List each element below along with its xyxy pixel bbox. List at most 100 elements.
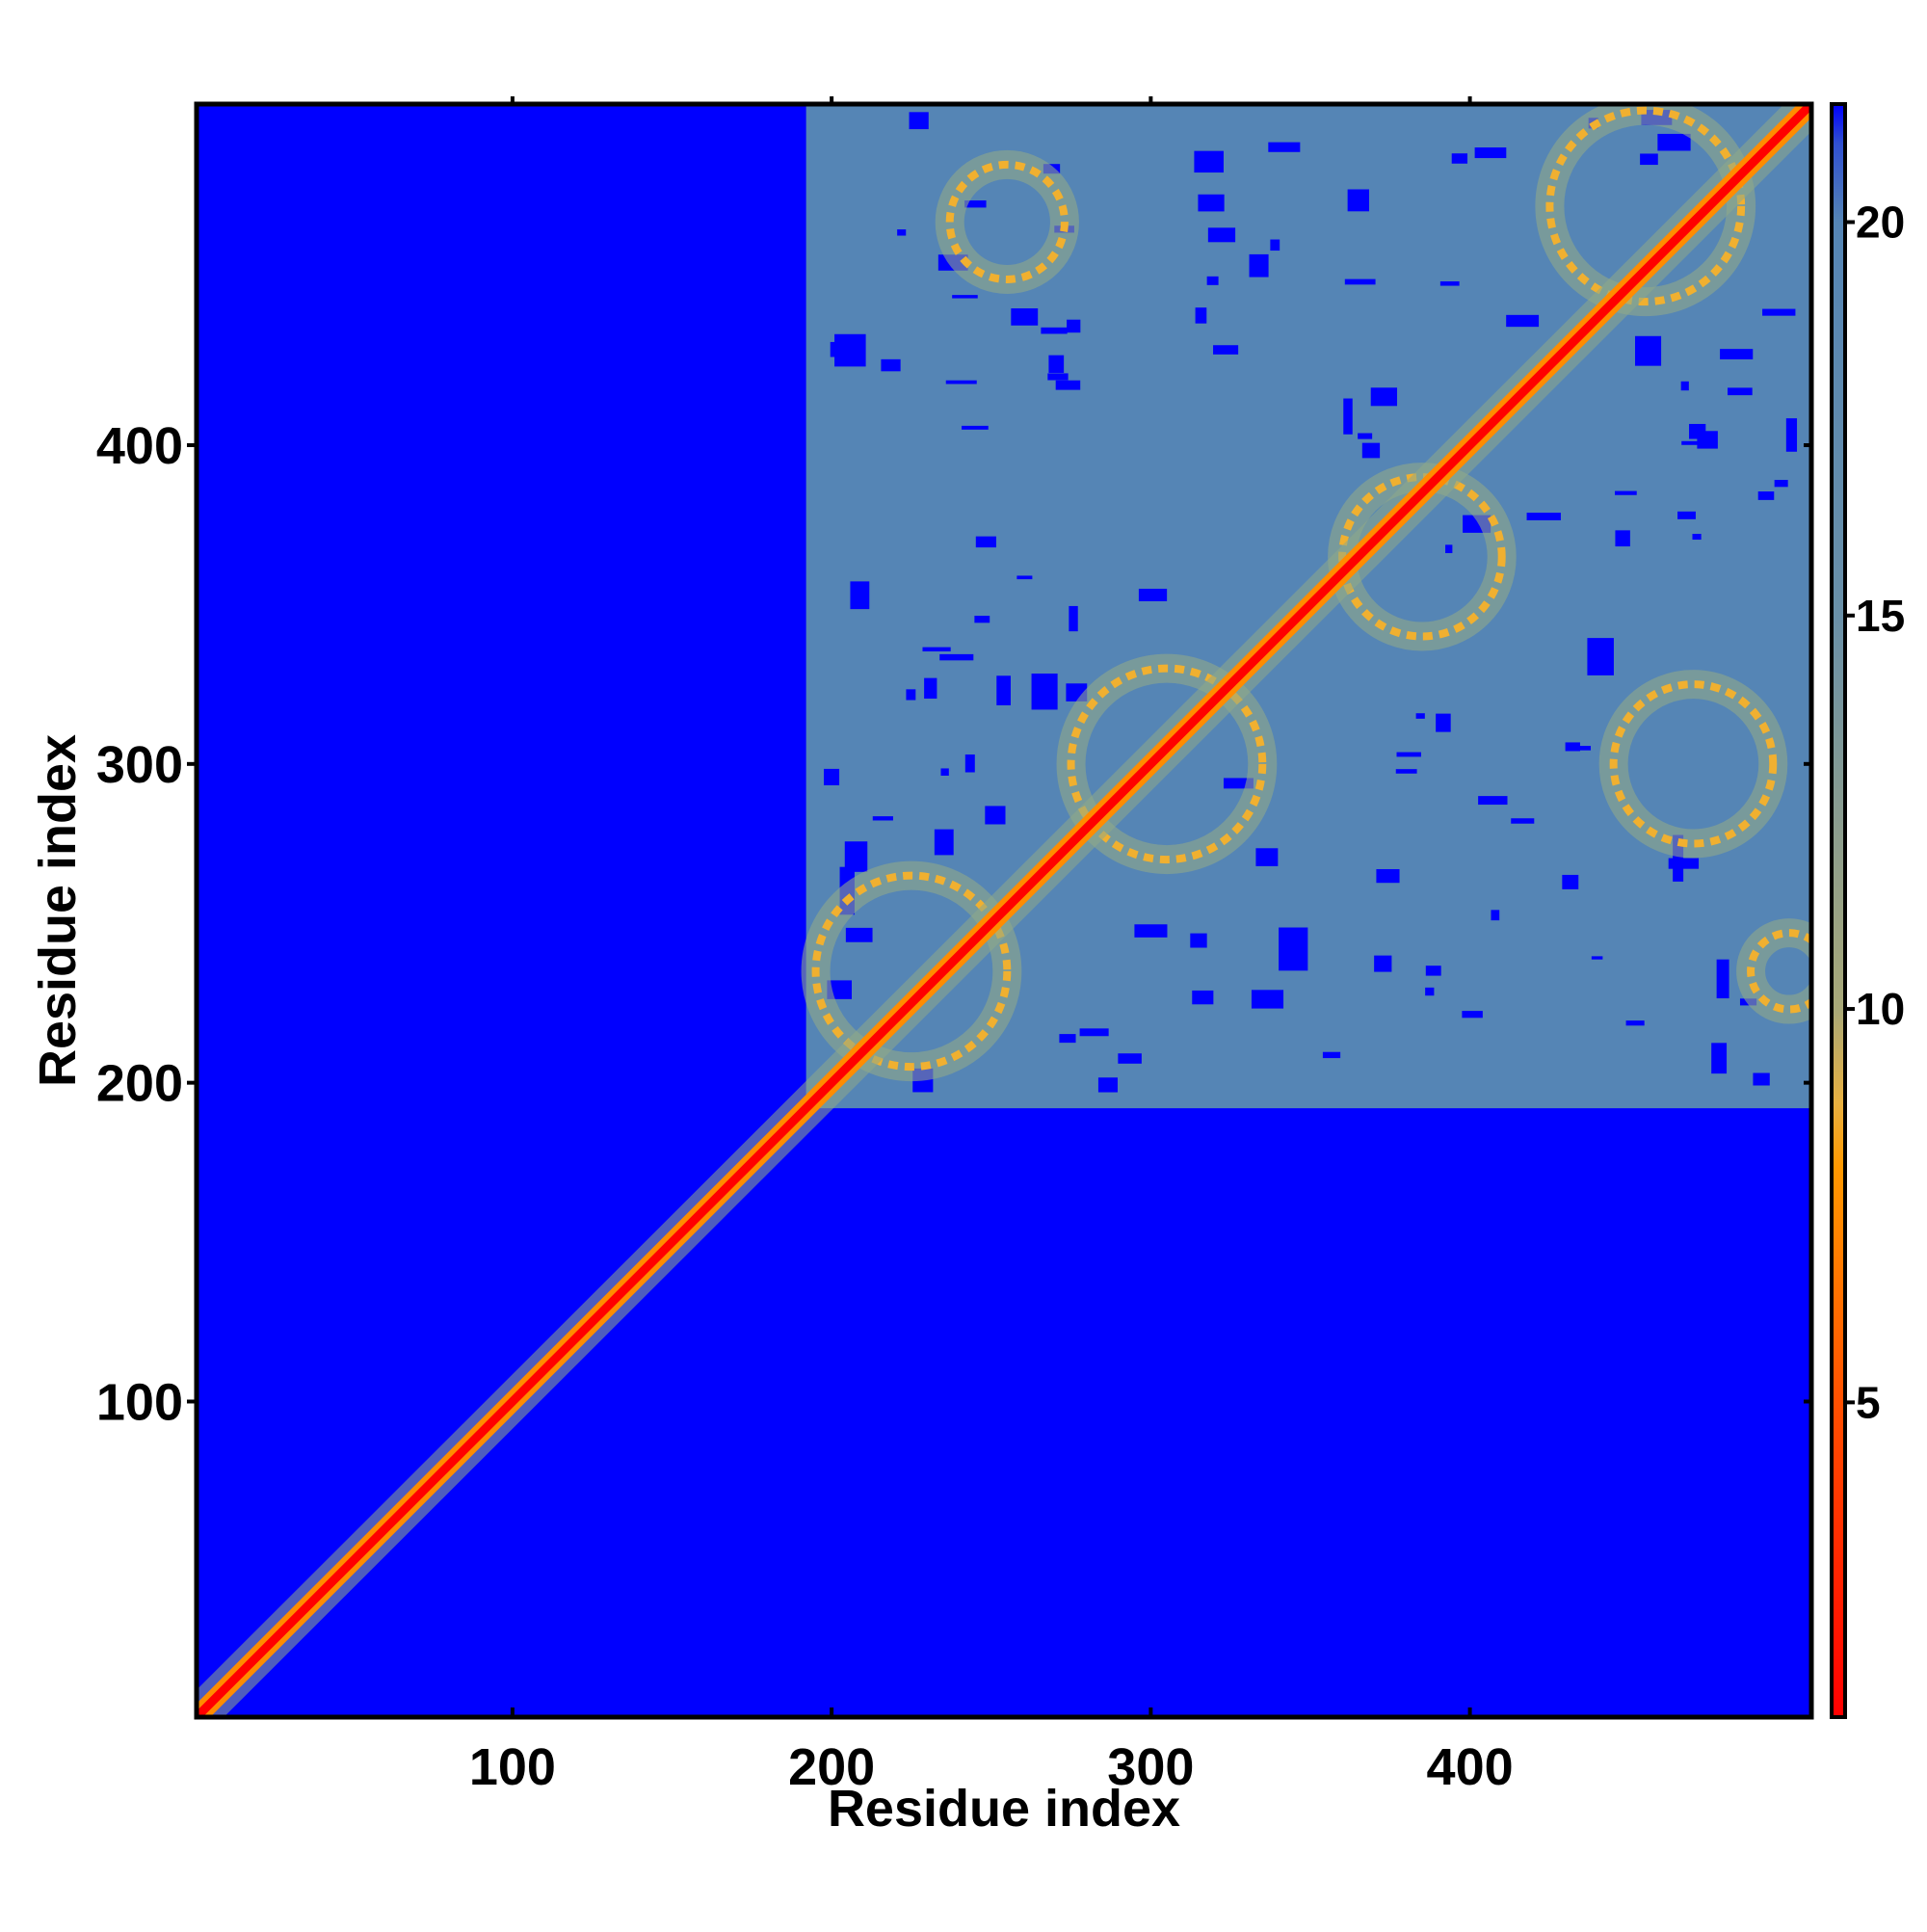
x-tick-label: 200 [788,1738,875,1796]
heatmap-cell [962,425,989,430]
heatmap-cell [1251,990,1284,1009]
heatmap-cell [872,816,893,821]
y-axis: 100 200 300 400 [96,417,1811,1431]
heatmap-cell [1425,966,1441,976]
heatmap-cell [1511,818,1535,824]
heatmap-cell [1445,544,1453,554]
y-tick-label: 100 [96,1373,183,1431]
heatmap-cell [834,333,866,367]
heatmap-cell [1079,1028,1109,1037]
heatmap-cell [974,616,990,623]
heatmap-cell [1689,423,1706,439]
heatmap-cell [964,200,987,208]
colorbar-tick-label: 15 [1856,591,1905,641]
heatmap-cell [1615,530,1630,547]
heatmap-cell [1728,387,1753,396]
heatmap-cell [934,829,954,856]
heatmap-cell [1753,1072,1770,1086]
heatmap-cell [1436,713,1451,732]
colorbar-tick-label: 5 [1856,1377,1881,1427]
heatmap-cell [940,768,949,776]
heatmap-cell [1562,874,1579,889]
heatmap-cell [1134,924,1168,938]
heatmap-cell [897,229,907,236]
x-tick-label: 100 [469,1738,556,1796]
heatmap-cell [985,806,1006,825]
heatmap-cell [1207,227,1236,243]
heatmap-cell [1016,575,1033,580]
contact-loop [811,871,1012,1072]
heatmap-cell [964,754,975,773]
contact-loop [1609,680,1778,848]
heatmap-cell [1198,194,1225,212]
heatmap-cell [824,768,840,785]
contact-loop [1747,929,1811,1014]
heatmap-cell [1223,778,1254,789]
heatmap-cell [1376,868,1400,884]
heatmap-cell [1322,1051,1341,1059]
heatmap-cell [1370,387,1398,407]
heatmap-cells [197,104,1811,1717]
heatmap-cell [1681,440,1708,445]
heatmap-cell [1425,987,1435,996]
heatmap-cell [1591,956,1603,960]
heatmap-cell [1047,373,1069,381]
heatmap-cell [924,677,937,700]
heatmap-cell [952,295,978,299]
heatmap-cell [1573,746,1592,751]
heatmap-cell [1347,189,1370,212]
heatmap-cell [906,689,916,701]
heatmap-cell [1270,239,1280,251]
x-axis-label: Residue index [828,1780,1180,1838]
contact-loop [1545,106,1746,306]
heatmap-cell [1344,278,1376,285]
heatmap-cell [881,358,901,372]
heatmap-cell [1374,955,1392,972]
heatmap-cell [1680,381,1689,391]
heatmap-cell [1785,418,1798,452]
heatmap-cell [1774,480,1788,488]
heatmap-cell [1720,349,1754,359]
colorbar [1830,102,1847,1719]
heatmap-cell [1474,147,1507,159]
heatmap-cell [1192,990,1214,1005]
heatmap-cell [1439,281,1460,286]
heatmap-cell [850,581,870,610]
heatmap-cell [844,841,868,872]
heatmap-cell [1343,398,1353,435]
heatmap-cell [1011,308,1039,326]
heatmap-cell [1213,345,1239,355]
heatmap-cell [1451,153,1468,164]
heatmap-cell [1268,142,1301,152]
heatmap-cell [845,927,873,942]
heatmap-cell [1206,276,1219,285]
heatmap-cell [1059,1034,1076,1044]
heatmap-cell [1118,1053,1142,1064]
heatmap-cell [1625,1020,1645,1026]
heatmap-cell [1587,638,1614,675]
heatmap-cell [1041,327,1068,334]
heatmap-cell [1673,834,1684,882]
heatmap-cell [1668,858,1700,869]
heatmap-cell [1031,674,1058,710]
colorbar-tick-label: 10 [1856,984,1905,1034]
heatmap-cell [1255,848,1279,866]
heatmap-cell [1640,153,1658,166]
heatmap-cell [1396,752,1421,757]
heatmap-cell [1692,534,1702,541]
heatmap-cell [1657,133,1691,151]
heatmap-cell [1565,742,1580,752]
heatmap-cell [1634,335,1662,366]
heatmap-cell [939,653,974,661]
heatmap-cell [1762,308,1796,316]
x-axis: 100 200 300 400 [469,96,1514,1796]
heatmap-cell [1069,605,1078,632]
heatmap-cell [1358,433,1373,439]
heatmap-cell [975,536,996,548]
heatmap-cell [1395,769,1417,774]
heatmap-cell [1055,380,1081,390]
heatmap-cell [1190,933,1207,948]
heatmap-cell [1279,927,1308,971]
heatmap-cell [1526,513,1561,520]
